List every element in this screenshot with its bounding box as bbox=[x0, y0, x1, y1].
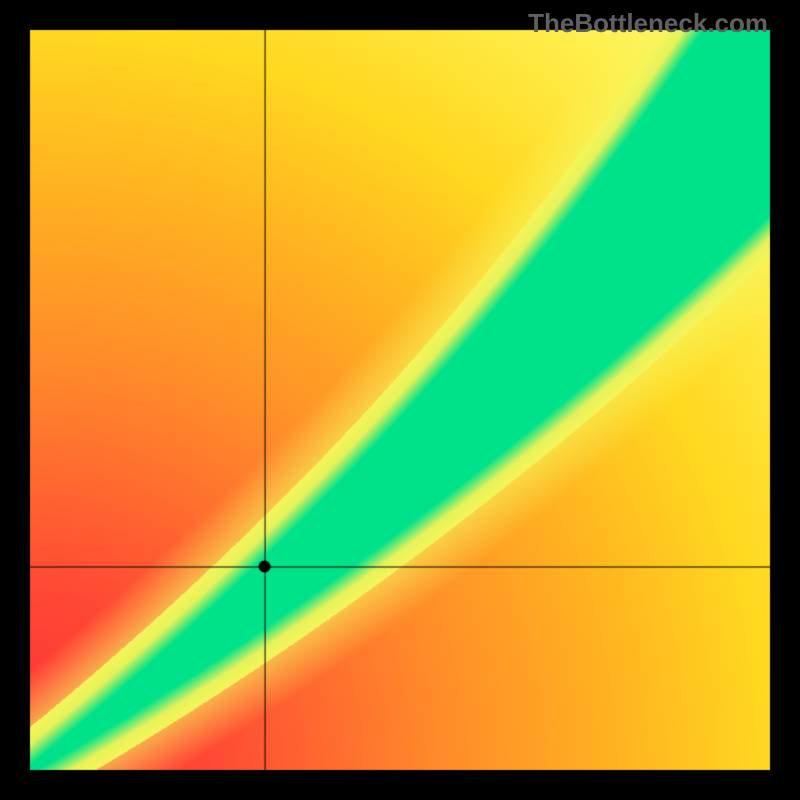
heatmap-canvas bbox=[0, 0, 800, 800]
chart-container: TheBottleneck.com bbox=[0, 0, 800, 800]
watermark-text: TheBottleneck.com bbox=[528, 8, 768, 39]
